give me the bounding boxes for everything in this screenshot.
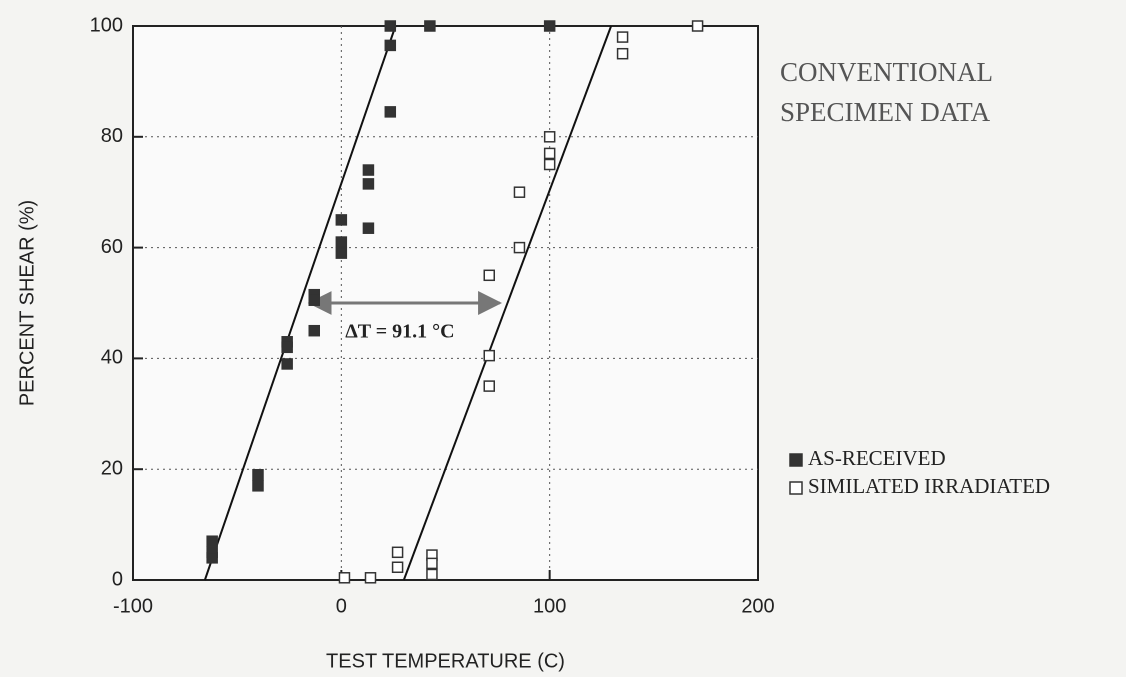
y-tick-label: 80 [101,125,123,147]
fit-line [402,25,613,581]
x-tick-label: 100 [533,595,566,617]
legend-label: SIMILATED IRRADIATED [808,474,1050,498]
chart-title: CONVENTIONAL [780,57,993,87]
point [206,535,218,547]
point [616,47,629,60]
point [543,147,556,160]
legend-marker [789,481,803,495]
point [308,294,320,306]
x-tick-label: 200 [741,595,774,617]
point [391,546,404,559]
point [384,39,397,52]
y-tick-label: 60 [101,236,123,258]
point [362,164,375,176]
chart-title: SPECIMEN DATA [780,97,991,127]
point [281,358,293,370]
point [384,20,397,32]
annotation: ΔT = 91.1 °C [345,321,454,343]
point [364,572,377,584]
point [483,380,495,392]
point [483,349,495,362]
point [543,131,556,143]
point [426,557,438,570]
x-tick-label: 0 [336,595,347,617]
x-tick-label: -100 [113,595,153,617]
point [543,158,556,171]
point [335,247,348,259]
y-axis-label: PERCENT SHEAR (%) [16,200,38,406]
point [513,186,526,198]
legend-label: AS-RECEIVED [808,446,946,470]
point [362,178,375,190]
point [308,324,320,337]
point [362,222,375,234]
point [335,214,348,226]
point [424,20,436,32]
point [426,568,438,581]
point [616,31,629,43]
point [206,552,218,564]
point [252,480,264,492]
y-tick-label: 20 [101,457,123,479]
point [483,269,495,282]
point [691,20,704,32]
fit-line [203,25,397,581]
point [281,341,293,354]
point [338,572,351,584]
legend-marker [789,453,803,467]
point [384,106,397,118]
x-axis-label: TEST TEMPERATURE (C) [326,650,565,672]
point [543,20,556,32]
point [513,241,526,254]
point [391,561,404,574]
y-tick-label: 40 [101,347,123,369]
y-tick-label: 100 [90,14,123,36]
point [252,468,264,481]
y-tick-label: 0 [112,568,123,590]
point [335,236,348,248]
